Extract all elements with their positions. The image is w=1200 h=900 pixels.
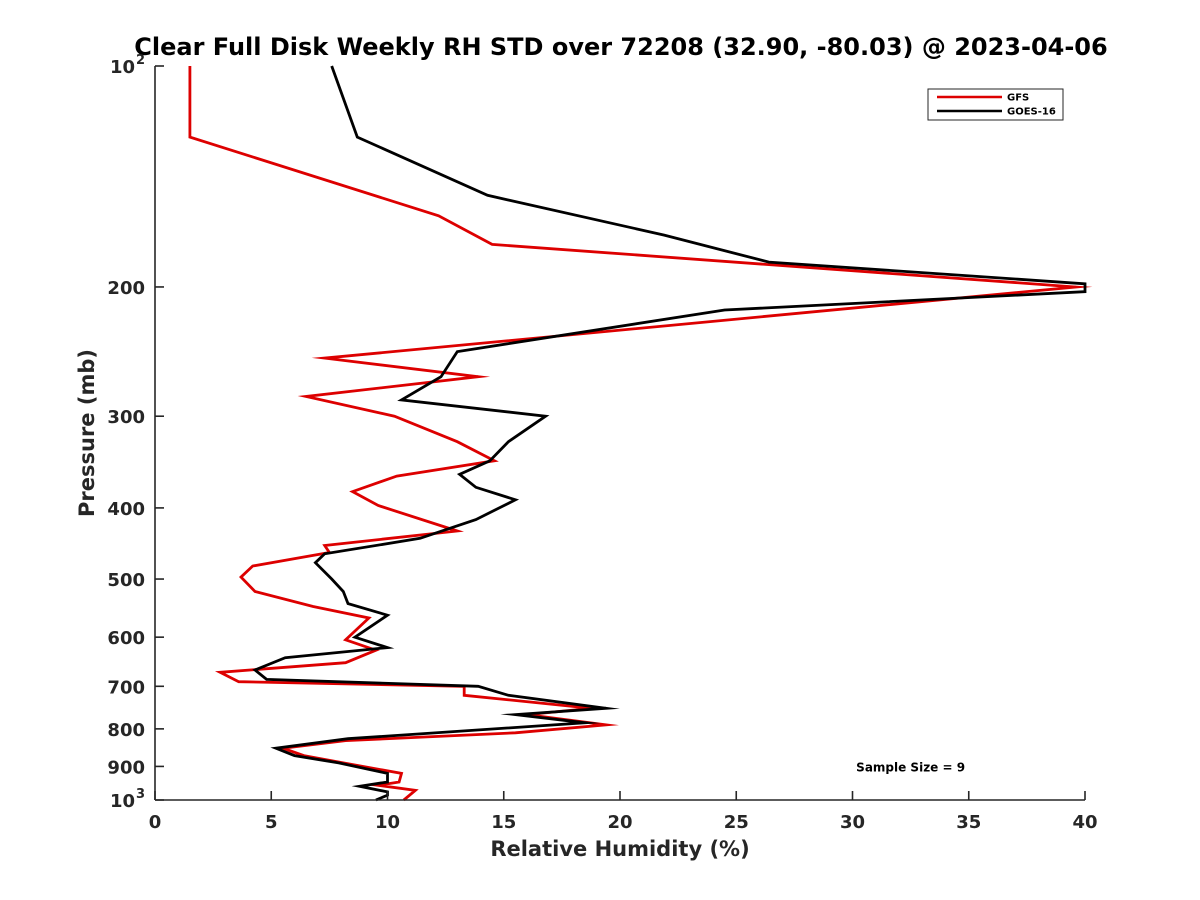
x-tick-label: 20 — [607, 812, 632, 833]
y-tick-label: 800 — [107, 720, 145, 741]
legend-label-goes16: GOES-16 — [1007, 107, 1056, 118]
y-axis-label: Pressure (mb) — [75, 349, 99, 517]
y-tick-label: 400 — [107, 499, 145, 520]
annotations: Sample Size = 9 — [856, 760, 965, 774]
y-tick-exponent: 3 — [136, 787, 145, 802]
y-tick-label: 10 — [110, 791, 135, 812]
x-axis-label: Relative Humidity (%) — [490, 837, 749, 861]
y-tick-label: 200 — [107, 278, 145, 299]
x-tick-label: 0 — [149, 812, 162, 833]
axes-background — [155, 66, 1085, 800]
legend-label-gfs: GFS — [1007, 93, 1029, 104]
x-tick-label: 30 — [840, 812, 865, 833]
series-line-goes16 — [252, 65, 1087, 802]
y-tick-exponent: 2 — [136, 53, 145, 68]
x-tick-label: 5 — [265, 812, 278, 833]
plot-area — [155, 66, 1085, 800]
series-line-gfs — [188, 66, 1093, 802]
y-tick-label: 700 — [107, 677, 145, 698]
x-tick-label: 35 — [956, 812, 981, 833]
legend-box — [927, 88, 1064, 121]
y-tick-label: 600 — [107, 628, 145, 649]
chart-title: Clear Full Disk Weekly RH STD over 72208… — [134, 33, 1107, 61]
series-layer — [188, 65, 1093, 802]
y-tick-label: 900 — [107, 757, 145, 778]
x-ticks: 0 5 10 15 20 25 30 35 40 — [149, 791, 1098, 833]
x-tick-label: 15 — [491, 812, 516, 833]
x-tick-label: 25 — [724, 812, 749, 833]
x-tick-label: 40 — [1072, 812, 1097, 833]
y-tick-label: 10 — [110, 57, 135, 78]
sample-size-annotation: Sample Size = 9 — [856, 760, 965, 774]
y-tick-label: 500 — [107, 570, 145, 591]
legend: GFS GOES-16 — [927, 88, 1064, 121]
x-tick-label: 10 — [375, 812, 400, 833]
y-tick-label: 300 — [107, 407, 145, 428]
